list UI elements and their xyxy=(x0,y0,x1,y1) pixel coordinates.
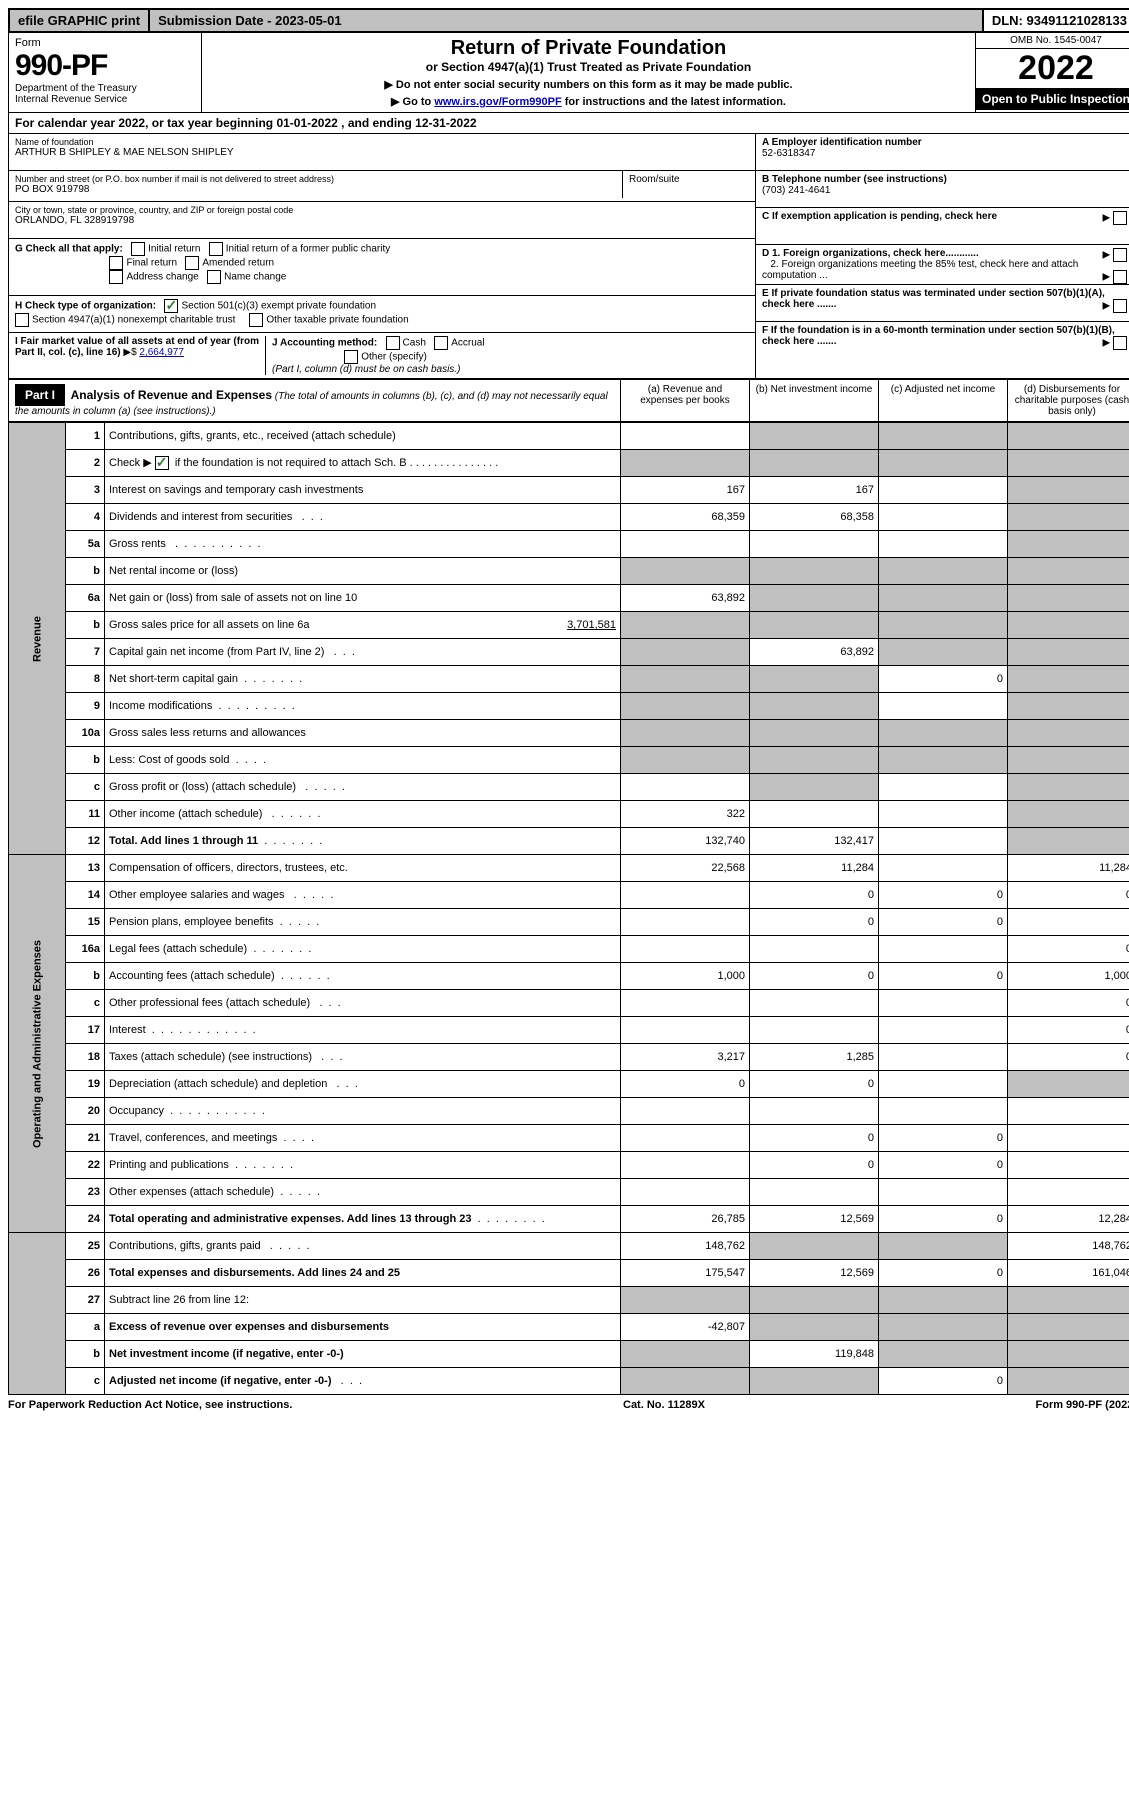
address: PO BOX 919798 xyxy=(15,184,616,195)
ein-label: A Employer identification number xyxy=(762,137,922,148)
city-label: City or town, state or province, country… xyxy=(15,205,749,215)
col-d-header: (d) Disbursements for charitable purpose… xyxy=(1007,380,1129,421)
form-title: Return of Private Foundation xyxy=(206,37,971,60)
part1-header: Part I Analysis of Revenue and Expenses … xyxy=(8,379,1129,422)
top-bar: efile GRAPHIC print Submission Date - 20… xyxy=(8,8,1129,33)
d2-checkbox[interactable] xyxy=(1113,270,1127,284)
h-label: H Check type of organization: xyxy=(15,301,156,312)
omb-number: OMB No. 1545-0047 xyxy=(976,33,1129,49)
col-c-header: (c) Adjusted net income xyxy=(878,380,1007,421)
ein: 52-6318347 xyxy=(762,148,815,159)
phone: (703) 241-4641 xyxy=(762,185,830,196)
expenses-side-label: Operating and Administrative Expenses xyxy=(9,855,66,1233)
501c3-checkbox[interactable] xyxy=(164,299,178,313)
address-label: Number and street (or P.O. box number if… xyxy=(15,174,616,184)
d1-label: D 1. Foreign organizations, check here..… xyxy=(762,248,979,259)
form-link[interactable]: www.irs.gov/Form990PF xyxy=(434,96,561,108)
d2-label: 2. Foreign organizations meeting the 85%… xyxy=(762,259,1078,281)
instruction-2: ▶ Go to www.irs.gov/Form990PF for instru… xyxy=(206,95,971,108)
g-label: G Check all that apply: xyxy=(15,244,123,255)
initial-former-checkbox[interactable] xyxy=(209,242,223,256)
form-subtitle: or Section 4947(a)(1) Trust Treated as P… xyxy=(206,60,971,74)
dept: Department of the Treasury xyxy=(15,83,195,94)
name-label: Name of foundation xyxy=(15,137,749,147)
f-checkbox[interactable] xyxy=(1113,336,1127,350)
other-taxable-checkbox[interactable] xyxy=(249,313,263,327)
efile-label: efile GRAPHIC print xyxy=(10,10,150,31)
other-method-checkbox[interactable] xyxy=(344,350,358,364)
footer-right: Form 990-PF (2022) xyxy=(1036,1399,1129,1411)
e-label: E If private foundation status was termi… xyxy=(762,288,1105,310)
instruction-1: ▶ Do not enter social security numbers o… xyxy=(206,78,971,91)
j-note: (Part I, column (d) must be on cash basi… xyxy=(272,364,460,375)
col-a-header: (a) Revenue and expenses per books xyxy=(620,380,749,421)
c-label: C If exemption application is pending, c… xyxy=(762,211,997,222)
f-label: F If the foundation is in a 60-month ter… xyxy=(762,325,1115,347)
c-checkbox[interactable] xyxy=(1113,211,1127,225)
amended-checkbox[interactable] xyxy=(185,256,199,270)
final-return-checkbox[interactable] xyxy=(109,256,123,270)
phone-label: B Telephone number (see instructions) xyxy=(762,174,947,185)
foundation-info: Name of foundation ARTHUR B SHIPLEY & MA… xyxy=(8,134,1129,379)
submission-date: Submission Date - 2023-05-01 xyxy=(150,10,984,31)
footer-center: Cat. No. 11289X xyxy=(623,1399,705,1411)
calendar-year: For calendar year 2022, or tax year begi… xyxy=(8,113,1129,134)
accrual-checkbox[interactable] xyxy=(434,336,448,350)
schb-checkbox[interactable] xyxy=(155,456,169,470)
i-label: I Fair market value of all assets at end… xyxy=(15,336,259,358)
page-footer: For Paperwork Reduction Act Notice, see … xyxy=(8,1395,1129,1411)
city: ORLANDO, FL 328919798 xyxy=(15,215,749,226)
part1-label: Part I xyxy=(15,384,65,406)
address-change-checkbox[interactable] xyxy=(109,270,123,284)
form-label: Form xyxy=(15,37,195,49)
foundation-name: ARTHUR B SHIPLEY & MAE NELSON SHIPLEY xyxy=(15,147,749,158)
open-public: Open to Public Inspection xyxy=(976,88,1129,110)
dln: DLN: 93491121028133 xyxy=(984,10,1129,31)
col-b-header: (b) Net investment income xyxy=(749,380,878,421)
initial-return-checkbox[interactable] xyxy=(131,242,145,256)
revenue-side-label: Revenue xyxy=(9,423,66,855)
footer-left: For Paperwork Reduction Act Notice, see … xyxy=(8,1399,292,1411)
tax-year: 2022 xyxy=(976,49,1129,88)
e-checkbox[interactable] xyxy=(1113,299,1127,313)
4947-checkbox[interactable] xyxy=(15,313,29,327)
cash-checkbox[interactable] xyxy=(386,336,400,350)
part1-title: Analysis of Revenue and Expenses xyxy=(71,388,272,402)
d1-checkbox[interactable] xyxy=(1113,248,1127,262)
name-change-checkbox[interactable] xyxy=(207,270,221,284)
irs: Internal Revenue Service xyxy=(15,94,195,105)
form-header: Form 990-PF Department of the Treasury I… xyxy=(8,33,1129,113)
form-number: 990-PF xyxy=(15,49,195,83)
j-label: J Accounting method: xyxy=(272,338,377,349)
part1-table: Revenue 1Contributions, gifts, grants, e… xyxy=(8,422,1129,1395)
room-label: Room/suite xyxy=(623,171,755,198)
fmv-link[interactable]: 2,664,977 xyxy=(139,347,184,358)
